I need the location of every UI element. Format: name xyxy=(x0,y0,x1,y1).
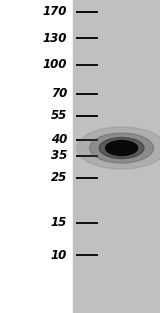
Ellipse shape xyxy=(106,141,138,156)
Text: 70: 70 xyxy=(51,87,67,100)
Ellipse shape xyxy=(90,133,154,163)
Text: 130: 130 xyxy=(43,32,67,45)
Text: 25: 25 xyxy=(51,171,67,184)
Text: 55: 55 xyxy=(51,109,67,122)
Bar xyxy=(73,0,160,313)
Text: 35: 35 xyxy=(51,149,67,162)
Text: 40: 40 xyxy=(51,133,67,146)
Text: 100: 100 xyxy=(43,58,67,71)
Bar xyxy=(0,0,73,313)
Text: 15: 15 xyxy=(51,216,67,229)
Text: 10: 10 xyxy=(51,249,67,262)
Ellipse shape xyxy=(77,127,160,169)
Ellipse shape xyxy=(99,137,144,159)
Text: 170: 170 xyxy=(43,5,67,18)
